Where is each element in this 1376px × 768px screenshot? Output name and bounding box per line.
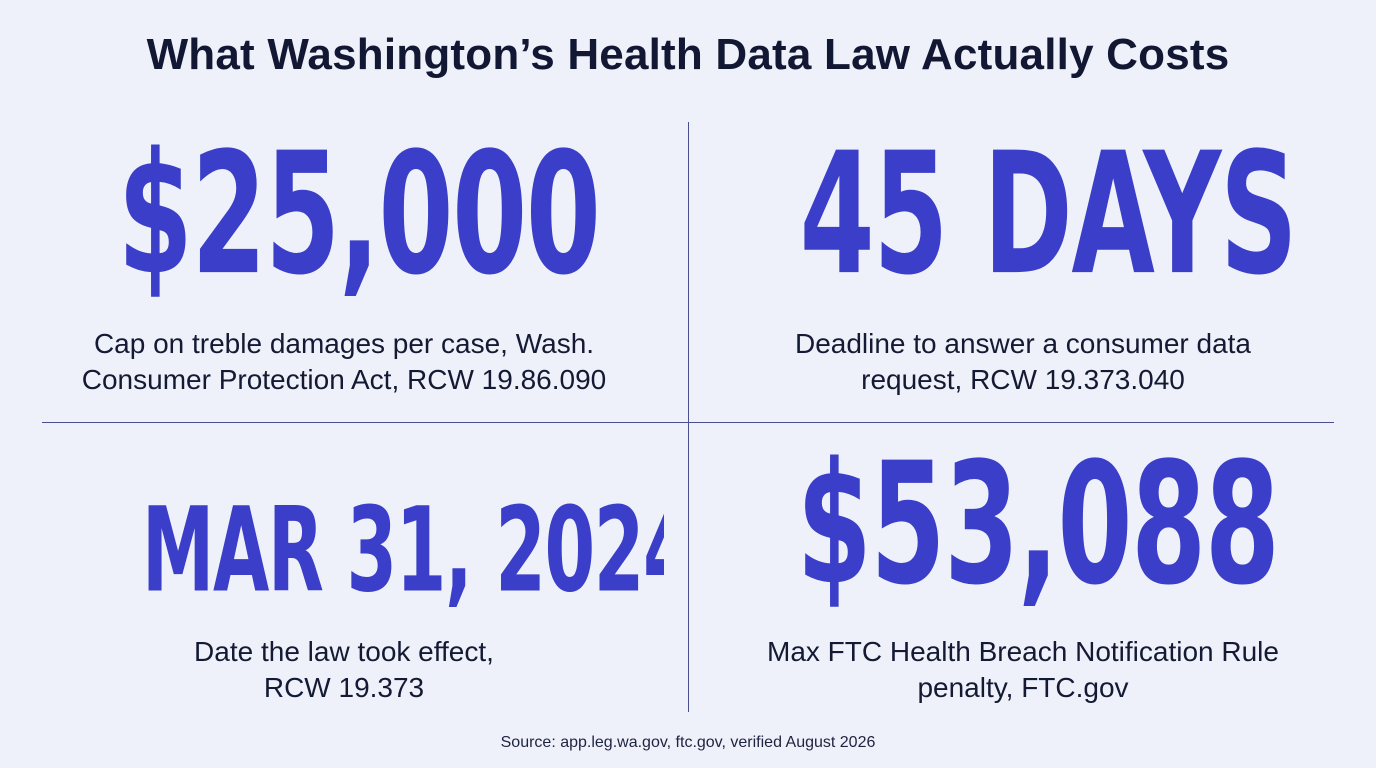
stat-value-text: 45 DAYS bbox=[799, 120, 1298, 310]
source-note: Source: app.leg.wa.gov, ftc.gov, verifie… bbox=[500, 734, 876, 751]
stat-caption-line: Consumer Protection Act, RCW 19.86.090 bbox=[81, 364, 607, 395]
stat-caption: Deadline to answer a consumer data reque… bbox=[703, 326, 1343, 398]
stat-value: $25,000 bbox=[24, 120, 664, 310]
stat-caption-line: penalty, FTC.gov bbox=[917, 672, 1129, 703]
stat-caption-line: RCW 19.373 bbox=[263, 672, 425, 703]
stat-response-deadline: 45 DAYS Deadline to answer a consumer da… bbox=[703, 120, 1343, 398]
stat-value: 45 DAYS bbox=[703, 120, 1343, 310]
page-title: What Washington’s Health Data Law Actual… bbox=[146, 30, 1230, 79]
stat-caption-line: Cap on treble damages per case, Wash. bbox=[93, 328, 595, 359]
stat-effective-date: MAR 31, 2024 Date the law took effect, R… bbox=[24, 430, 664, 706]
stat-caption: Date the law took effect, RCW 19.373 bbox=[24, 634, 664, 706]
vertical-divider bbox=[688, 122, 689, 712]
stat-value-text: MAR 31, 2024 bbox=[141, 481, 664, 619]
stat-caption: Max FTC Health Breach Notification Rule … bbox=[703, 634, 1343, 706]
stat-caption-line: Max FTC Health Breach Notification Rule bbox=[767, 636, 1279, 667]
stat-caption: Cap on treble damages per case, Wash. Co… bbox=[24, 326, 664, 398]
horizontal-divider bbox=[42, 422, 1334, 423]
stat-value-text: $53,088 bbox=[796, 430, 1280, 620]
stat-caption-line: Date the law took effect, bbox=[194, 636, 494, 667]
stat-caption-line: Deadline to answer a consumer data bbox=[794, 328, 1252, 359]
stat-value: MAR 31, 2024 bbox=[24, 430, 664, 620]
stat-treble-damages: $25,000 Cap on treble damages per case, … bbox=[24, 120, 664, 398]
stat-caption-line: request, RCW 19.373.040 bbox=[861, 364, 1185, 395]
stat-value: $53,088 bbox=[703, 430, 1343, 620]
stat-value-text: $25,000 bbox=[117, 120, 601, 310]
stat-ftc-penalty: $53,088 Max FTC Health Breach Notificati… bbox=[703, 430, 1343, 706]
